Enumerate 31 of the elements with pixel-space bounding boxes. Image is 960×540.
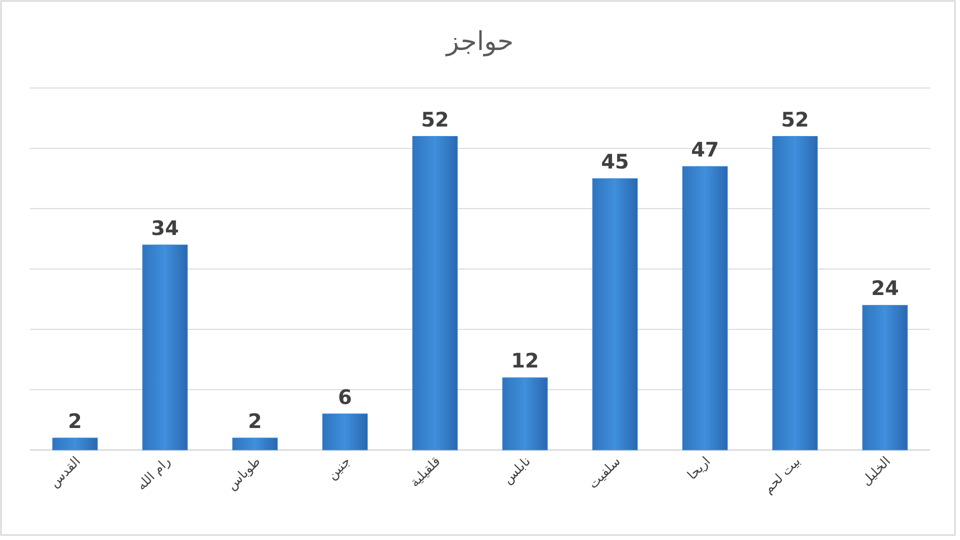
bar bbox=[772, 136, 818, 450]
data-label: 2 bbox=[68, 408, 82, 433]
x-tick-label: جنين bbox=[324, 454, 354, 484]
bar bbox=[862, 304, 908, 450]
data-label: 2 bbox=[248, 408, 262, 433]
bar bbox=[682, 166, 728, 450]
data-label: 45 bbox=[601, 150, 629, 174]
bar bbox=[142, 244, 188, 450]
data-label: 34 bbox=[151, 216, 179, 240]
x-tick-label: الخليل bbox=[859, 454, 894, 489]
bar bbox=[592, 178, 638, 450]
data-label: 24 bbox=[871, 276, 899, 300]
x-tick-label: نابلس bbox=[500, 454, 534, 488]
x-tick-label: رام الله bbox=[134, 454, 174, 494]
bar bbox=[232, 438, 278, 450]
bar bbox=[52, 438, 98, 450]
data-label: 47 bbox=[691, 137, 719, 162]
data-label: 12 bbox=[511, 348, 539, 373]
bar bbox=[412, 136, 458, 450]
x-tick-label: بيت لحم bbox=[761, 454, 804, 497]
bar bbox=[322, 414, 368, 450]
chart-title: حواجز bbox=[444, 27, 514, 57]
data-label: 52 bbox=[781, 107, 809, 132]
bar bbox=[502, 377, 548, 450]
x-tick-label: طوباس bbox=[224, 454, 264, 494]
x-tick-label: قلقيلية bbox=[408, 454, 444, 490]
data-label: 52 bbox=[421, 107, 449, 132]
x-tick-label: سلفيت bbox=[586, 454, 624, 492]
x-tick-label: اريحا bbox=[684, 454, 714, 484]
data-label: 6 bbox=[338, 384, 352, 409]
x-tick-label: القدس bbox=[47, 454, 84, 491]
